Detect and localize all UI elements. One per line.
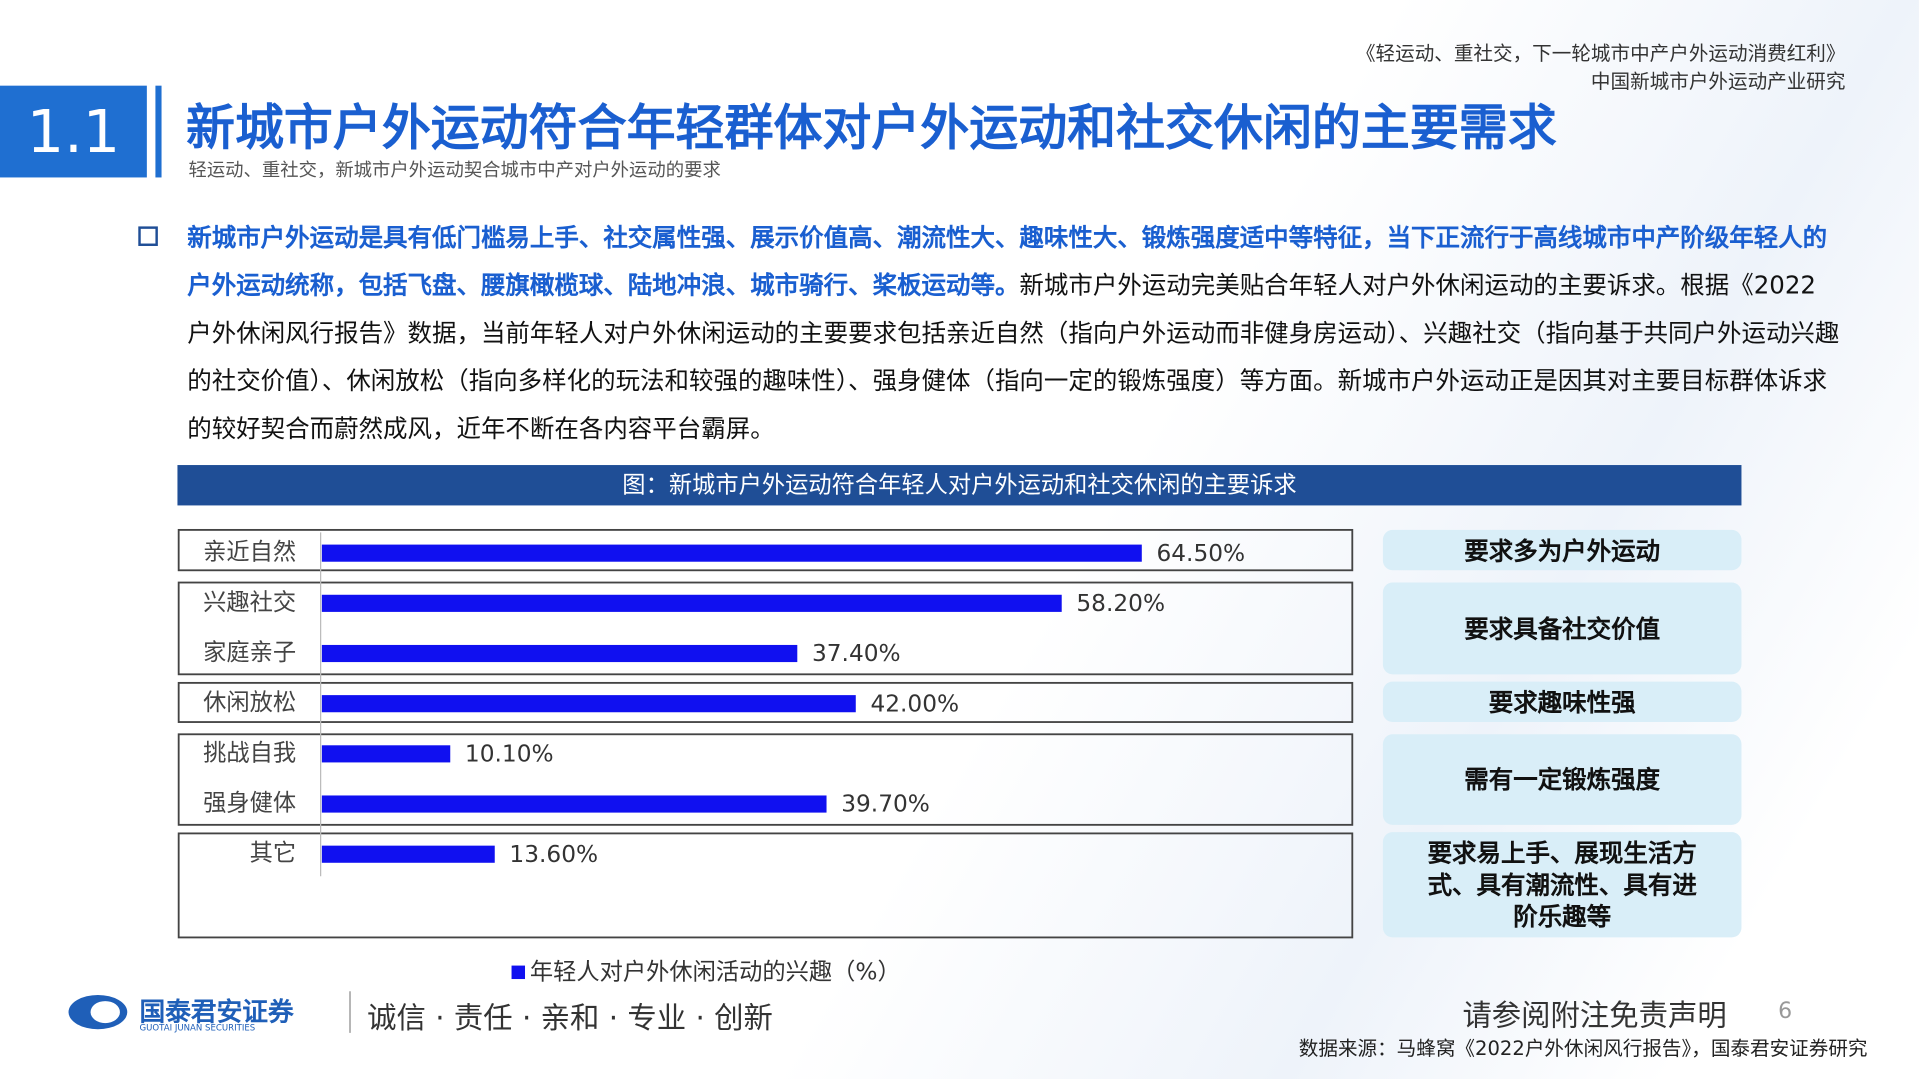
report-title: 《轻运动、重社交，下一轮城市中产户外运动消费红利》 (1355, 41, 1846, 65)
slogan: 诚信 · 责任 · 亲和 · 专业 · 创新 (367, 1001, 773, 1036)
report-subtitle: 中国新城市户外运动产业研究 (1590, 69, 1846, 94)
bar (321, 745, 451, 763)
logo-mark (90, 1001, 120, 1024)
annotation: 要求趣味性强 (1382, 681, 1742, 723)
paragraph: 新城市户外运动是具有低门槛易上手、社交属性强、展示价值高、潮流性大、趣味性大、锻… (187, 214, 1839, 453)
value-label: 64.50% (1156, 540, 1245, 567)
highlight: 新城市户外运动是具有低门槛易上手、社交属性强、展示价值高、潮流性大、趣味性大、锻… (187, 222, 1828, 300)
section-number: 1.1 (0, 85, 147, 178)
group-boxes (177, 528, 1354, 939)
group-box (177, 528, 1354, 572)
value-label: 10.10% (465, 741, 554, 768)
category-label: 亲近自然 (203, 539, 296, 566)
company: 国泰君安证券 (139, 997, 294, 1027)
page-number: 6 (1778, 998, 1793, 1025)
value-label: 42.00% (870, 690, 959, 717)
bar (321, 695, 856, 713)
source: 数据来源：马蜂窝《2022户外休闲风行报告》，国泰君安证券研究 (1298, 1036, 1868, 1060)
category-label: 挑战自我 (203, 739, 296, 766)
group-box (177, 581, 1354, 676)
body-text: 新城市户外运动完美贴合年轻人对户外休闲运动的主要诉求。根据《2022户外休闲风行… (187, 270, 1840, 444)
category-label: 强身健体 (203, 790, 296, 817)
legend-label: 年轻人对户外休闲活动的兴趣（%） (530, 958, 901, 985)
group-box (177, 832, 1354, 939)
value-label: 58.20% (1076, 590, 1165, 617)
report-info: 《轻运动、重社交，下一轮城市中产户外运动消费红利》 中国新城市户外运动产业研究 (1356, 39, 1846, 95)
group-box (177, 733, 1354, 826)
chart-title-bar (177, 465, 1742, 506)
value-label: 37.40% (812, 640, 901, 667)
disclaimer: 请参阅附注免责声明 (1462, 998, 1727, 1033)
bar (321, 845, 495, 863)
category-label: 休闲放松 (203, 689, 296, 716)
annotation: 需有一定锻炼强度 (1382, 734, 1742, 825)
legend-swatch (511, 965, 526, 980)
annotation: 要求具备社交价值 (1382, 582, 1742, 675)
category-label: 家庭亲子 (203, 639, 296, 666)
bullet (138, 226, 158, 246)
annotation: 要求易上手、展现生活方式、具有潮流性、具有进阶乐趣等 (1382, 832, 1742, 938)
annotation: 要求多为户外运动 (1382, 529, 1742, 571)
title: 新城市户外运动符合年轻群体对户外运动和社交休闲的主要需求 (186, 100, 1557, 157)
divider (155, 85, 162, 178)
group-box (177, 681, 1354, 723)
bar (321, 594, 1062, 612)
category-label: 其它 (250, 840, 297, 867)
subtitle: 轻运动、重社交，新城市户外运动契合城市中产对户外运动的要求 (188, 159, 721, 182)
value-label: 13.60% (509, 841, 598, 868)
category-label: 兴趣社交 (203, 589, 296, 616)
bar (321, 795, 827, 813)
company-en: GUOTAI JUNAN SECURITIES (139, 1023, 256, 1033)
value-label: 39.70% (841, 791, 930, 818)
bar (321, 644, 798, 663)
chart-title: 图：新城市户外运动符合年轻人对户外运动和社交休闲的主要诉求 (622, 471, 1296, 498)
bar (321, 544, 1142, 562)
